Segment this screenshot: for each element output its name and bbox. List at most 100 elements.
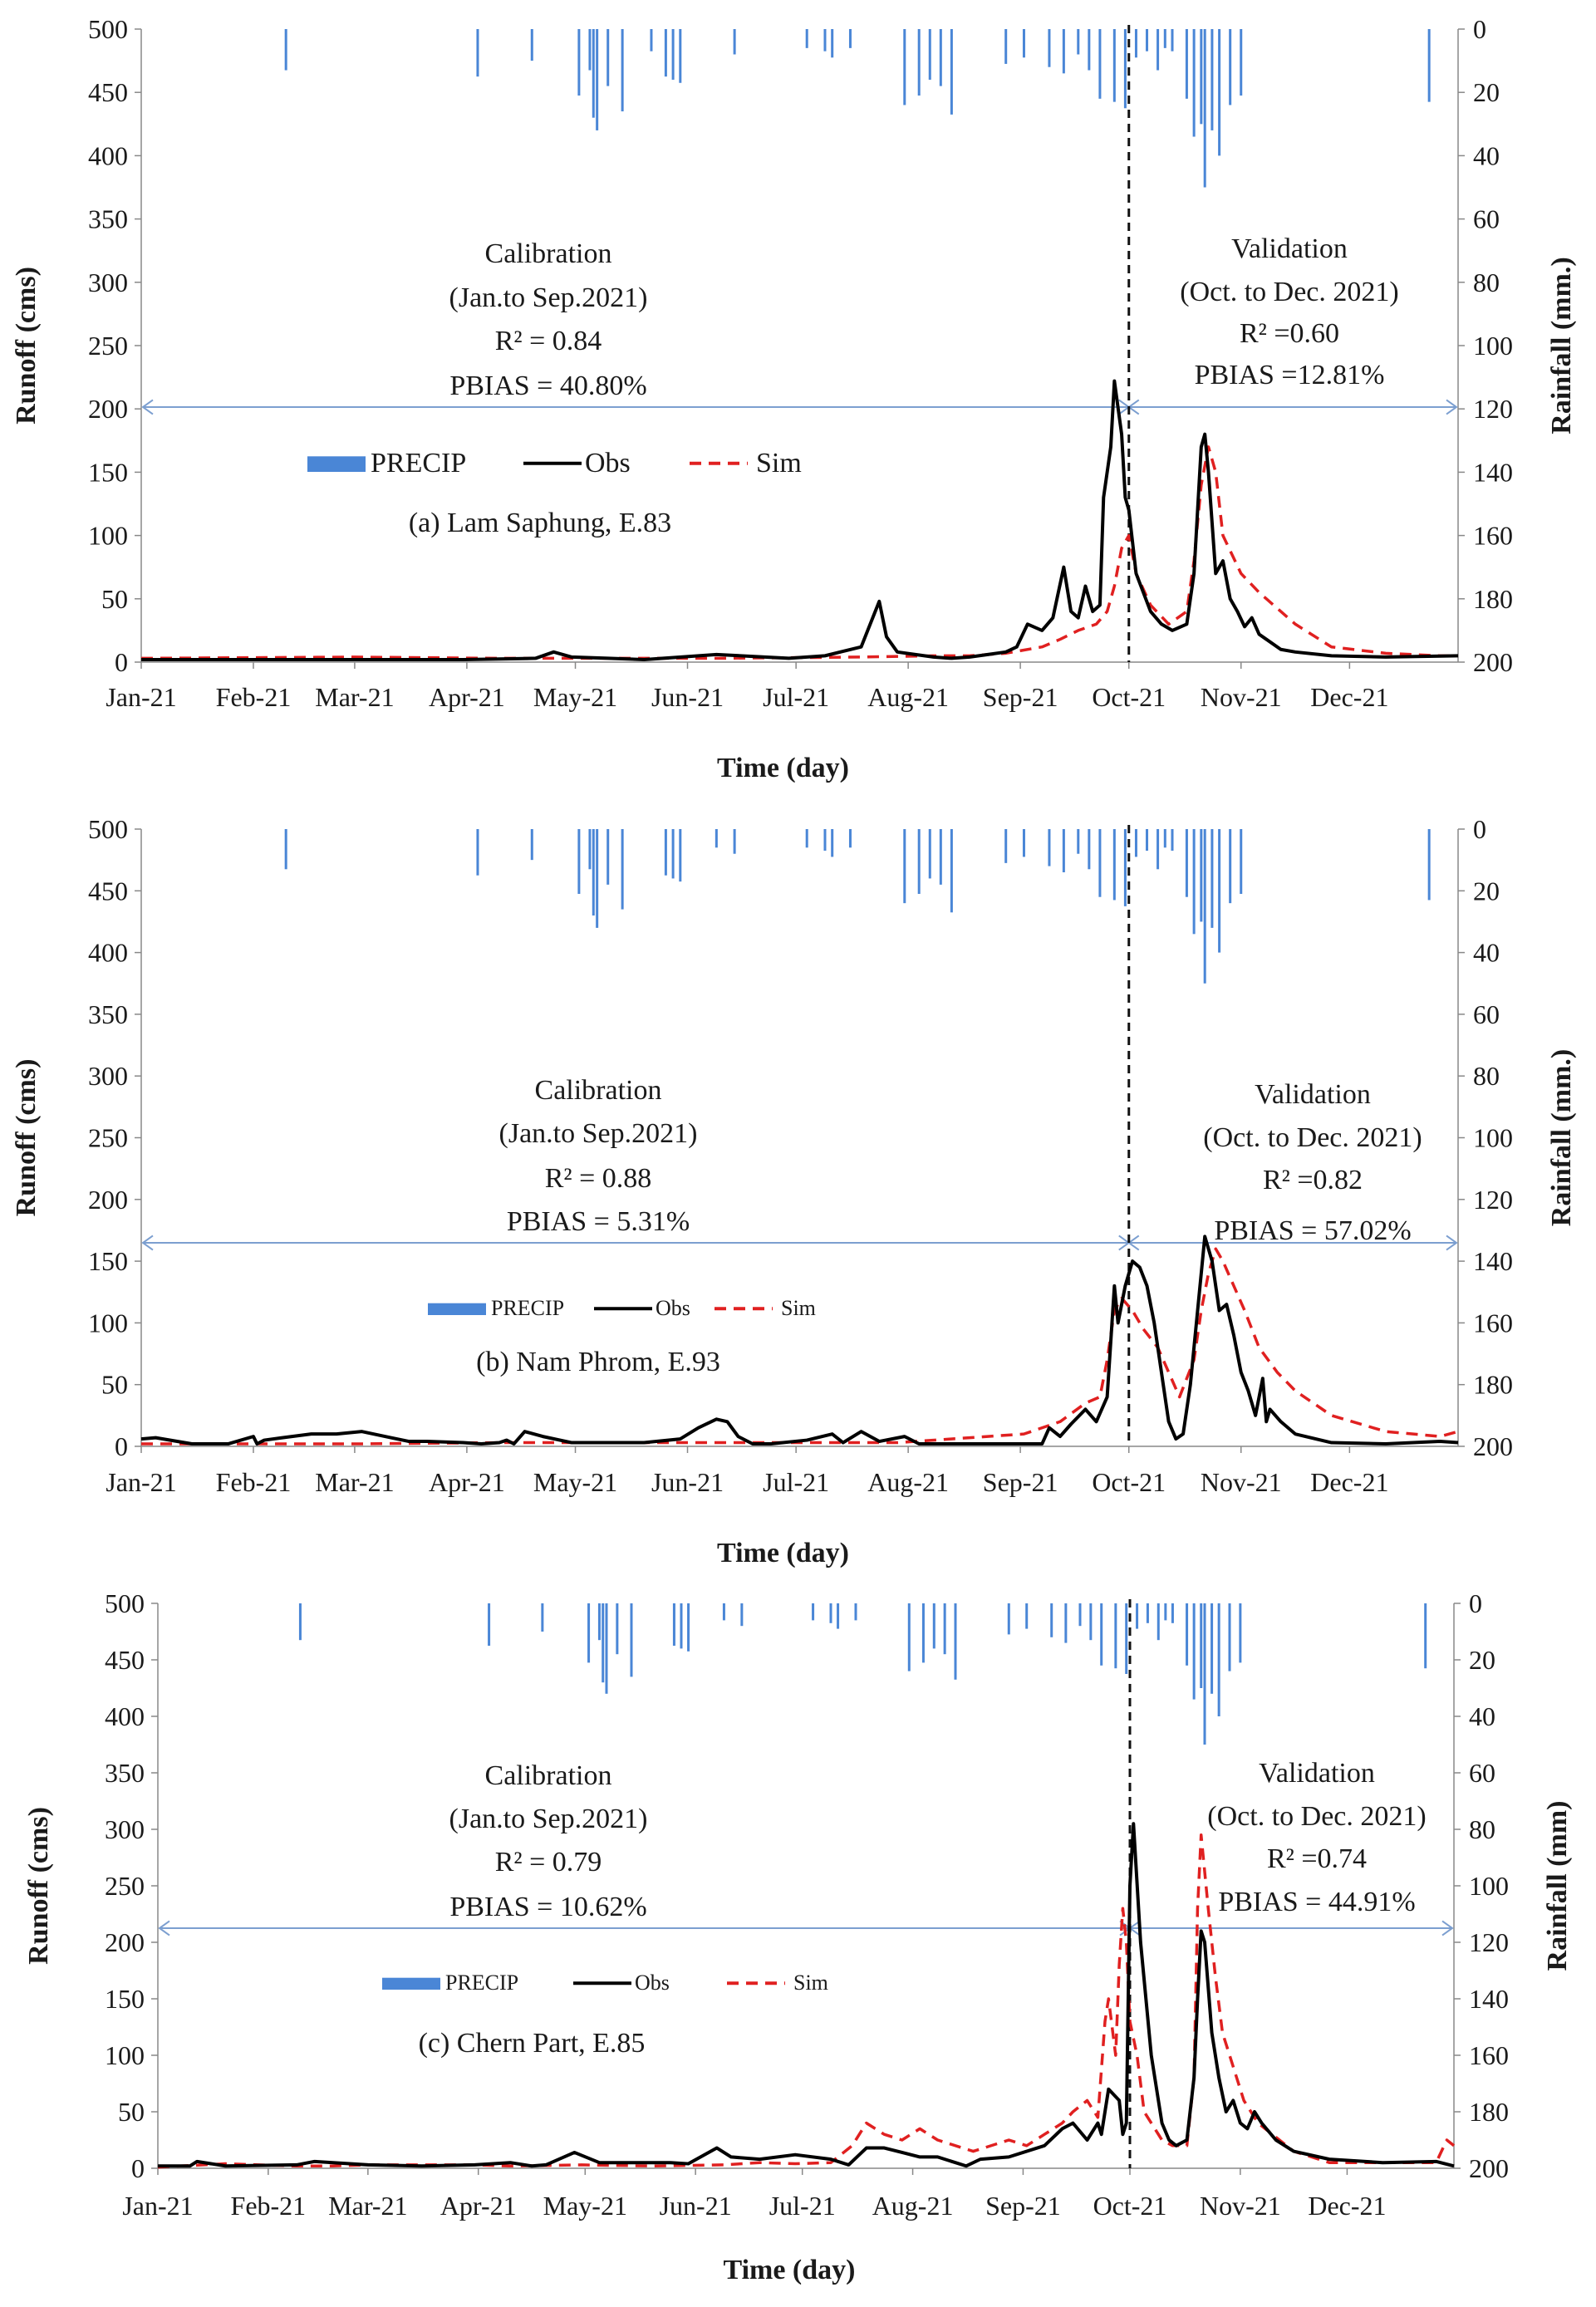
x-tick-label: Mar-21: [315, 1467, 394, 1497]
y2-tick-label: 160: [1469, 2040, 1509, 2070]
precip-bar: [1200, 1603, 1203, 1688]
precip-bar: [606, 29, 610, 86]
validation-text: (Oct. to Dec. 2021): [1180, 277, 1398, 307]
legend-obs-label: Obs: [656, 1296, 690, 1320]
precip-bar: [1089, 1603, 1093, 1641]
precip-bar: [932, 1603, 936, 1649]
precip-bar: [1156, 829, 1160, 870]
calibration-text: (Jan.to Sep.2021): [499, 1118, 698, 1149]
x-tick-label: Jul-21: [769, 2191, 836, 2221]
period-arrow-head: [1441, 1920, 1454, 1936]
precip-bar: [1239, 1603, 1242, 1663]
legend-sim-label: Sim: [793, 1971, 828, 1995]
precip-bar: [939, 29, 942, 86]
precip-bar: [1004, 829, 1008, 863]
x-tick-label: Jun-21: [651, 682, 724, 712]
chart-panel-3: 0 50 100 150 200 250 300 350 400 450 500 0 20 40 60 80 1…: [23, 1588, 1573, 2285]
x-tick-label: Apr-21: [429, 1467, 505, 1497]
y2-tick-label: 120: [1469, 1927, 1509, 1957]
precip-bar: [606, 829, 610, 885]
calibration-text: R² = 0.84: [495, 326, 602, 356]
legend-precip-label: PRECIP: [445, 1971, 518, 1995]
calibration-text: R² = 0.88: [545, 1163, 652, 1194]
precip-bar: [950, 829, 953, 913]
chart-panel-2: 0 50 100 150 200 250 300 350 400 450 500 0 20 40 60 80 1…: [11, 814, 1577, 1568]
precip-bar: [1171, 829, 1174, 852]
y2-axis-label: Rainfall (mm.): [1546, 257, 1577, 434]
y-axis-label: Runoff (cms): [23, 1807, 54, 1965]
x-tick-label: Jul-21: [763, 682, 829, 712]
precip-bar: [1240, 29, 1243, 96]
validation-text: PBIAS = 57.02%: [1214, 1215, 1411, 1246]
precip-bar: [298, 1603, 302, 1641]
precip-bar: [621, 29, 624, 112]
period-arrow-head: [141, 399, 154, 415]
precip-bar: [541, 1603, 544, 1632]
validation-text: (Oct. to Dec. 2021): [1207, 1801, 1426, 1832]
precip-bar: [671, 29, 675, 80]
y-tick-label: 450: [88, 77, 128, 107]
y-tick-label: 100: [88, 1308, 128, 1338]
y-tick-label: 500: [105, 1588, 145, 1618]
precip-bar: [1211, 29, 1214, 130]
y-tick-label: 350: [88, 999, 128, 1029]
precip-bar: [1112, 829, 1116, 901]
y-tick-label: 50: [101, 1370, 128, 1400]
precip-bar: [1203, 829, 1206, 984]
precip-bar: [596, 829, 599, 928]
precip-bar: [679, 29, 682, 83]
x-tick-label: Nov-21: [1200, 2191, 1281, 2221]
panel-label: (a) Lam Saphung, E.83: [409, 508, 671, 538]
x-tick-label: Feb-21: [216, 682, 292, 712]
precip-bar: [1146, 829, 1149, 852]
y-tick-label: 200: [88, 394, 128, 424]
precip-bar: [1098, 29, 1102, 99]
precip-bar: [823, 829, 827, 852]
precip-bar: [577, 829, 581, 895]
calibration-text: PBIAS = 10.62%: [449, 1892, 646, 1922]
y-tick-label: 200: [88, 1185, 128, 1215]
x-tick-label: Jul-21: [763, 1467, 829, 1497]
precip-bar: [284, 829, 287, 870]
x-tick-label: Sep-21: [985, 2191, 1061, 2221]
precip-bar: [1240, 829, 1243, 895]
precip-bar: [1229, 829, 1232, 904]
precip-bar: [1050, 1603, 1053, 1637]
y2-tick-label: 160: [1473, 521, 1513, 551]
x-tick-label: Feb-21: [231, 2191, 307, 2221]
precip-bar: [1218, 829, 1221, 953]
precip-bar: [1134, 29, 1137, 58]
y2-axis-label: Rainfall (mm.): [1546, 1049, 1577, 1226]
calibration-text: Calibration: [485, 238, 612, 269]
precip-bar: [664, 29, 667, 77]
y-tick-label: 500: [88, 814, 128, 844]
y2-tick-label: 140: [1469, 1984, 1509, 2014]
y-tick-label: 400: [88, 140, 128, 170]
y-tick-label: 200: [105, 1927, 145, 1957]
y-tick-label: 0: [115, 647, 128, 677]
y2-tick-label: 40: [1469, 1701, 1495, 1731]
validation-text: R² =0.74: [1267, 1843, 1367, 1874]
period-arrow-head: [141, 1234, 154, 1251]
precip-bar: [1192, 29, 1196, 137]
obs-series-line: [141, 379, 1459, 661]
precip-bar: [1229, 29, 1232, 106]
y-tick-label: 400: [105, 1701, 145, 1731]
x-tick-label: Jun-21: [660, 2191, 732, 2221]
y2-tick-label: 0: [1473, 14, 1486, 44]
y-axis-label: Runoff (cms): [11, 1059, 42, 1217]
y-tick-label: 150: [105, 1984, 145, 2014]
precip-bar: [1062, 29, 1065, 74]
sim-series-line: [157, 1833, 1456, 2169]
precip-bar: [928, 29, 931, 80]
x-tick-label: Oct-21: [1092, 1467, 1166, 1497]
y2-tick-label: 40: [1473, 140, 1500, 170]
precip-bar: [1203, 1603, 1206, 1745]
precip-bar: [1185, 829, 1188, 897]
precip-bar: [1098, 829, 1102, 897]
precip-bar: [1022, 829, 1025, 857]
x-tick-label: Feb-21: [216, 1467, 292, 1497]
precip-bar: [740, 1603, 744, 1627]
obs-series-line: [140, 1234, 1459, 1446]
x-axis-label: Time (day): [717, 753, 849, 783]
